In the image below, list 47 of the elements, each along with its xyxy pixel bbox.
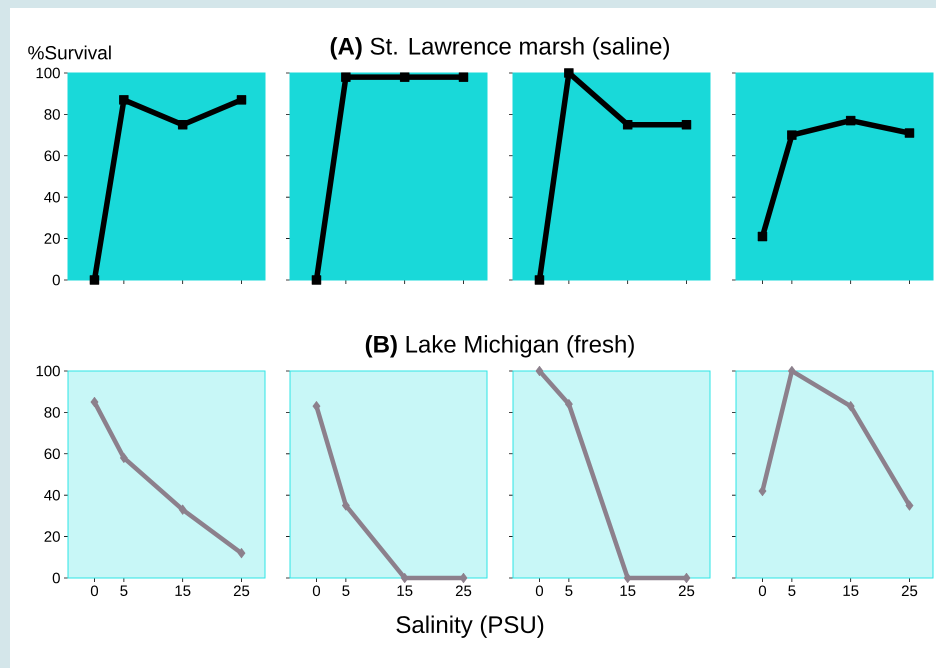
x-tick-label: 0 [90, 586, 98, 596]
point [237, 548, 246, 558]
point [758, 486, 766, 496]
point [178, 504, 187, 515]
x-tick-label: 5 [565, 586, 572, 596]
x-tick-label: 25 [678, 586, 694, 596]
point [90, 275, 100, 285]
y-tick-label: 60 [44, 150, 60, 162]
point [90, 396, 98, 408]
x-tick-label: 5 [342, 586, 350, 596]
y-tick-label: 60 [44, 448, 60, 460]
x-tick-label: 0 [312, 586, 320, 596]
x-tick-label: 15 [175, 586, 190, 596]
point [846, 400, 855, 412]
x-tick-label: 25 [902, 586, 918, 596]
point [236, 95, 246, 105]
y-axis-title: %Survival [28, 46, 111, 60]
y-tick-label: 80 [44, 407, 60, 418]
x-tick-label: 15 [620, 586, 636, 596]
y-tick-label: 20 [44, 233, 60, 244]
x-tick-label: 25 [456, 586, 472, 596]
x-tick-label: 5 [788, 586, 796, 596]
x-axis-title: Salinity (PSU) [396, 616, 544, 638]
y-tick-label: 0 [52, 572, 60, 584]
point [904, 128, 914, 138]
y-tick-label: 80 [44, 109, 60, 120]
point [120, 452, 128, 464]
x-tick-label: 25 [234, 586, 250, 596]
chart-title: (B) Lake Michigan (fresh) [366, 335, 634, 358]
y-tick-label: 40 [44, 490, 60, 500]
y-tick-label: 0 [52, 274, 60, 286]
x-tick-label: 0 [758, 586, 766, 596]
x-tick-label: 15 [397, 586, 412, 596]
point [758, 232, 768, 242]
point [119, 95, 129, 105]
point [178, 120, 188, 130]
x-tick-label: 0 [536, 586, 544, 596]
point [846, 116, 856, 126]
y-tick-label: 100 [36, 68, 60, 78]
point [905, 500, 914, 511]
x-tick-label: 5 [120, 586, 128, 596]
y-tick-label: 100 [36, 366, 60, 376]
y-tick-label: 20 [44, 531, 60, 542]
point [787, 130, 797, 140]
y-tick-label: 40 [44, 192, 60, 202]
x-tick-label: 15 [843, 586, 858, 596]
chart-title: (A) St. Lawrence marsh (saline) [330, 37, 669, 60]
